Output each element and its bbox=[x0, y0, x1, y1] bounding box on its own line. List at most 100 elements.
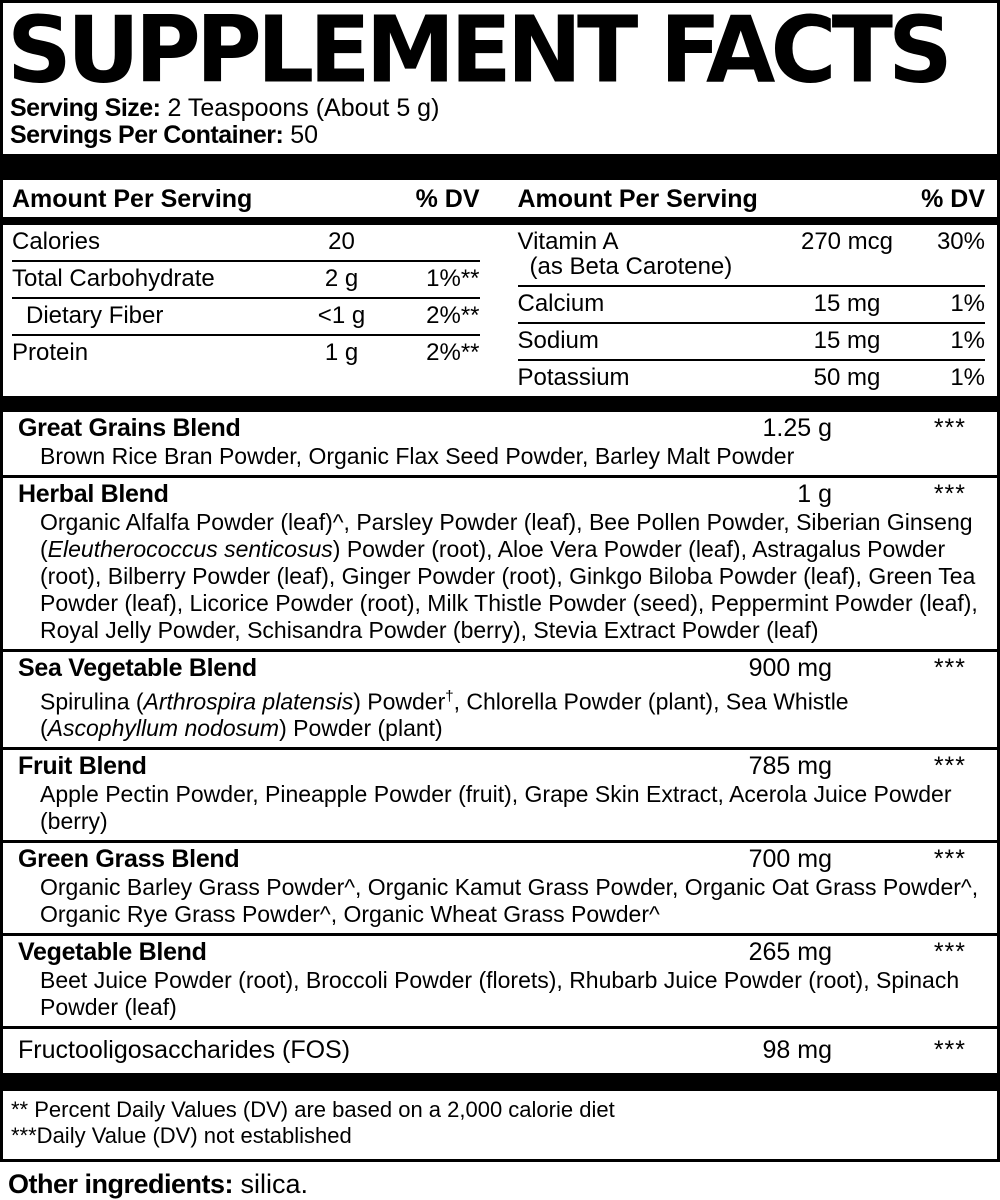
nutrient-name: Vitamin A (as Beta Carotene) bbox=[517, 227, 733, 280]
nutrient-amount: 15 mg bbox=[813, 326, 881, 354]
blend-name: Vegetable Blend bbox=[18, 938, 207, 967]
latin-name: Eleutherococcus senticosus bbox=[47, 535, 333, 562]
nutrient-dv: 1% bbox=[950, 363, 985, 391]
nutrient-amount: <1 g bbox=[317, 301, 366, 329]
facts-right-table: Vitamin A (as Beta Carotene) 270 mcg 30%… bbox=[517, 225, 986, 396]
nutrient-amount: 20 bbox=[328, 227, 355, 255]
dagger-footnote-mark: † bbox=[445, 687, 454, 705]
blend-section-green-grass: Green Grass Blend 700 mg *** Organic Bar… bbox=[3, 840, 997, 933]
blend-section-fruit: Fruit Blend 785 mg *** Apple Pectin Powd… bbox=[3, 747, 997, 840]
nutrient-row-sodium: Sodium 15 mg 1% bbox=[517, 321, 985, 359]
facts-header-left: Amount Per Serving % DV bbox=[12, 184, 480, 213]
facts-header-right: Amount Per Serving % DV bbox=[517, 184, 986, 213]
blend-name: Sea Vegetable Blend bbox=[18, 653, 257, 682]
blend-ingredients: Spirulina (Arthrospira platensis) Powder… bbox=[40, 687, 849, 742]
blend-section-herbal: Herbal Blend 1 g *** Organic Alfalfa Pow… bbox=[3, 474, 997, 649]
nutrient-amount: 98 mg bbox=[762, 1036, 832, 1065]
blend-ingredients: Apple Pectin Powder, Pineapple Powder (f… bbox=[40, 781, 952, 835]
nutrient-dv: 1% bbox=[950, 326, 985, 354]
nutrient-amount: 270 mcg bbox=[800, 227, 894, 255]
other-ingredients-row: Other ingredients: silica. bbox=[0, 1162, 1000, 1200]
nutrient-name: Protein bbox=[12, 338, 89, 366]
nutrient-amount: 1 g bbox=[324, 338, 359, 366]
latin-name: Arthrospira platensis bbox=[143, 688, 354, 715]
blend-amount: 265 mg bbox=[748, 938, 832, 967]
nutrient-row-total-carbohydrate: Total Carbohydrate 2 g 1%** bbox=[12, 259, 480, 297]
dv-header: % DV bbox=[415, 184, 480, 213]
facts-left-table: Calories 20 Total Carbohydrate 2 g 1%** … bbox=[12, 225, 480, 371]
nutrient-name: Fructooligosaccharides (FOS) bbox=[18, 1036, 351, 1065]
footnotes: ** Percent Daily Values (DV) are based o… bbox=[3, 1091, 997, 1159]
nutrient-row-potassium: Potassium 50 mg 1% bbox=[517, 358, 985, 396]
blend-name: Fruit Blend bbox=[18, 752, 147, 781]
blend-amount: 1.25 g bbox=[762, 413, 832, 442]
footnote-dv-not-established: ***Daily Value (DV) not established bbox=[11, 1123, 352, 1149]
nutrient-amount: 15 mg bbox=[813, 289, 881, 317]
serving-size-label: Serving Size: bbox=[10, 93, 161, 122]
serving-info: Serving Size: 2 Teaspoons (About 5 g) Se… bbox=[3, 93, 997, 154]
other-ingredients-value: silica. bbox=[240, 1169, 309, 1200]
nutrient-source: (as Beta Carotene) bbox=[529, 252, 733, 280]
panel-title: SUPPLEMENT FACTS bbox=[7, 3, 953, 95]
nutrient-row-dietary-fiber: Dietary Fiber <1 g 2%** bbox=[12, 296, 480, 334]
nutrient-dv: *** bbox=[933, 1036, 966, 1065]
amount-per-serving-header: Amount Per Serving bbox=[12, 184, 253, 213]
nutrient-name: Dietary Fiber bbox=[26, 301, 164, 329]
amount-per-serving-header: Amount Per Serving bbox=[517, 184, 758, 213]
blend-header: Vegetable Blend 265 mg *** bbox=[18, 939, 982, 966]
blend-name: Herbal Blend bbox=[18, 479, 169, 508]
divider-bar-top bbox=[3, 153, 997, 180]
blend-dv: *** bbox=[933, 413, 966, 442]
servings-per-container-label: Servings Per Container: bbox=[10, 120, 284, 149]
blend-amount: 900 mg bbox=[748, 653, 832, 682]
serving-size-value: 2 Teaspoons (About 5 g) bbox=[167, 93, 440, 122]
divider-bar-blends bbox=[3, 395, 997, 412]
nutrient-name: Potassium bbox=[517, 363, 630, 391]
nutrient-row-protein: Protein 1 g 2%** bbox=[12, 333, 480, 371]
blend-name: Green Grass Blend bbox=[18, 845, 240, 874]
facts-header-row: Amount Per Serving % DV Amount Per Servi… bbox=[3, 180, 997, 225]
facts-body: Calories 20 Total Carbohydrate 2 g 1%** … bbox=[3, 225, 997, 396]
blend-amount: 1 g bbox=[797, 479, 832, 508]
blend-amount: 700 mg bbox=[748, 845, 832, 874]
blend-header: Sea Vegetable Blend 900 mg *** bbox=[18, 653, 982, 682]
blend-amount: 785 mg bbox=[748, 752, 832, 781]
blend-name: Great Grains Blend bbox=[18, 413, 241, 442]
blend-ingredients: Brown Rice Bran Powder, Organic Flax See… bbox=[40, 442, 795, 469]
nutrient-dv: 2%** bbox=[426, 338, 480, 366]
blend-ingredients: Organic Alfalfa Powder (leaf)^, Parsley … bbox=[40, 508, 978, 643]
servings-per-container-value: 50 bbox=[290, 120, 319, 149]
blend-section-great-grains: Great Grains Blend 1.25 g *** Brown Rice… bbox=[3, 412, 997, 475]
blend-ingredients: Beet Juice Powder (root), Broccoli Powde… bbox=[40, 967, 960, 1021]
nutrient-dv: 1%** bbox=[426, 264, 480, 292]
blend-ingredients: Organic Barley Grass Powder^, Organic Ka… bbox=[40, 874, 979, 928]
latin-name: Ascophyllum nodosum bbox=[47, 715, 280, 742]
nutrient-name: Calcium bbox=[517, 289, 605, 317]
blend-header: Fruit Blend 785 mg *** bbox=[18, 753, 982, 780]
serving-size-row: Serving Size: 2 Teaspoons (About 5 g) bbox=[10, 93, 997, 122]
nutrient-row-vitamin-a: Vitamin A (as Beta Carotene) 270 mcg 30% bbox=[518, 225, 986, 285]
other-ingredients-label: Other ingredients: bbox=[8, 1169, 234, 1200]
blend-section-vegetable: Vegetable Blend 265 mg *** Beet Juice Po… bbox=[3, 933, 997, 1026]
supplement-facts-panel: SUPPLEMENT FACTS Serving Size: 2 Teaspoo… bbox=[0, 0, 1000, 1163]
blend-header: Herbal Blend 1 g *** bbox=[18, 479, 982, 508]
nutrient-dv: 30% bbox=[936, 227, 985, 255]
nutrient-row-fos: Fructooligosaccharides (FOS) 98 mg *** bbox=[3, 1026, 997, 1073]
nutrient-name: Sodium bbox=[517, 326, 599, 354]
blend-dv: *** bbox=[933, 845, 966, 874]
blend-dv: *** bbox=[933, 752, 966, 781]
servings-per-container-row: Servings Per Container: 50 bbox=[10, 120, 997, 149]
nutrient-dv: 2%** bbox=[426, 301, 480, 329]
dv-header: % DV bbox=[921, 184, 985, 213]
blend-header: Great Grains Blend 1.25 g *** bbox=[18, 413, 982, 442]
nutrient-name: Total Carbohydrate bbox=[12, 264, 215, 292]
nutrient-name: Calories bbox=[12, 227, 101, 255]
nutrient-row-calories: Calories 20 bbox=[12, 225, 480, 260]
nutrient-dv: 1% bbox=[950, 289, 985, 317]
blend-section-sea-vegetable: Sea Vegetable Blend 900 mg *** Spirulina… bbox=[3, 648, 997, 748]
blend-dv: *** bbox=[933, 653, 966, 682]
nutrient-row-calcium: Calcium 15 mg 1% bbox=[517, 284, 985, 322]
nutrient-amount: 2 g bbox=[324, 264, 359, 292]
footnote-daily-values: ** Percent Daily Values (DV) are based o… bbox=[11, 1097, 615, 1123]
